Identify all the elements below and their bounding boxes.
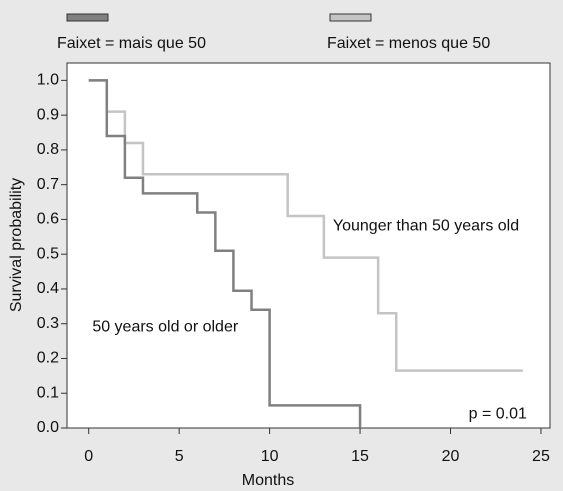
y-tick-label: 0.6 [37,211,59,228]
y-tick-label: 0.1 [37,384,59,401]
x-tick-label: 10 [261,448,279,465]
x-tick-label: 15 [351,448,369,465]
y-tick-label: 0.9 [37,106,59,123]
y-tick-label: 0.3 [37,315,59,332]
annotation: p = 0.01 [469,405,527,422]
y-tick-label: 0.2 [37,350,59,367]
legend-label: Faixet = menos que 50 [327,35,490,52]
survival-curve [88,79,362,428]
legend-swatch [329,13,372,22]
annotation: Younger than 50 years old [333,218,519,235]
plot-area [66,62,551,429]
y-tick-label: 0.4 [37,280,59,297]
x-tick-label: 5 [175,448,184,465]
y-tick-label: 0.8 [37,141,59,158]
x-tick-label: 20 [442,448,460,465]
survival-curve [88,79,523,372]
annotation: 50 years old or older [92,318,239,335]
x-axis-label: Months [242,472,294,489]
y-tick-label: 0.5 [37,245,59,262]
legend-label: Faixet = mais que 50 [57,35,206,52]
legend-swatch [66,13,109,22]
y-tick-label: 0.0 [37,419,59,436]
y-tick-label: 0.7 [37,176,59,193]
y-axis-label: Survival probability [8,178,25,312]
y-tick-label: 1.0 [37,72,59,89]
x-tick-label: 0 [84,448,93,465]
x-tick-label: 25 [532,448,550,465]
